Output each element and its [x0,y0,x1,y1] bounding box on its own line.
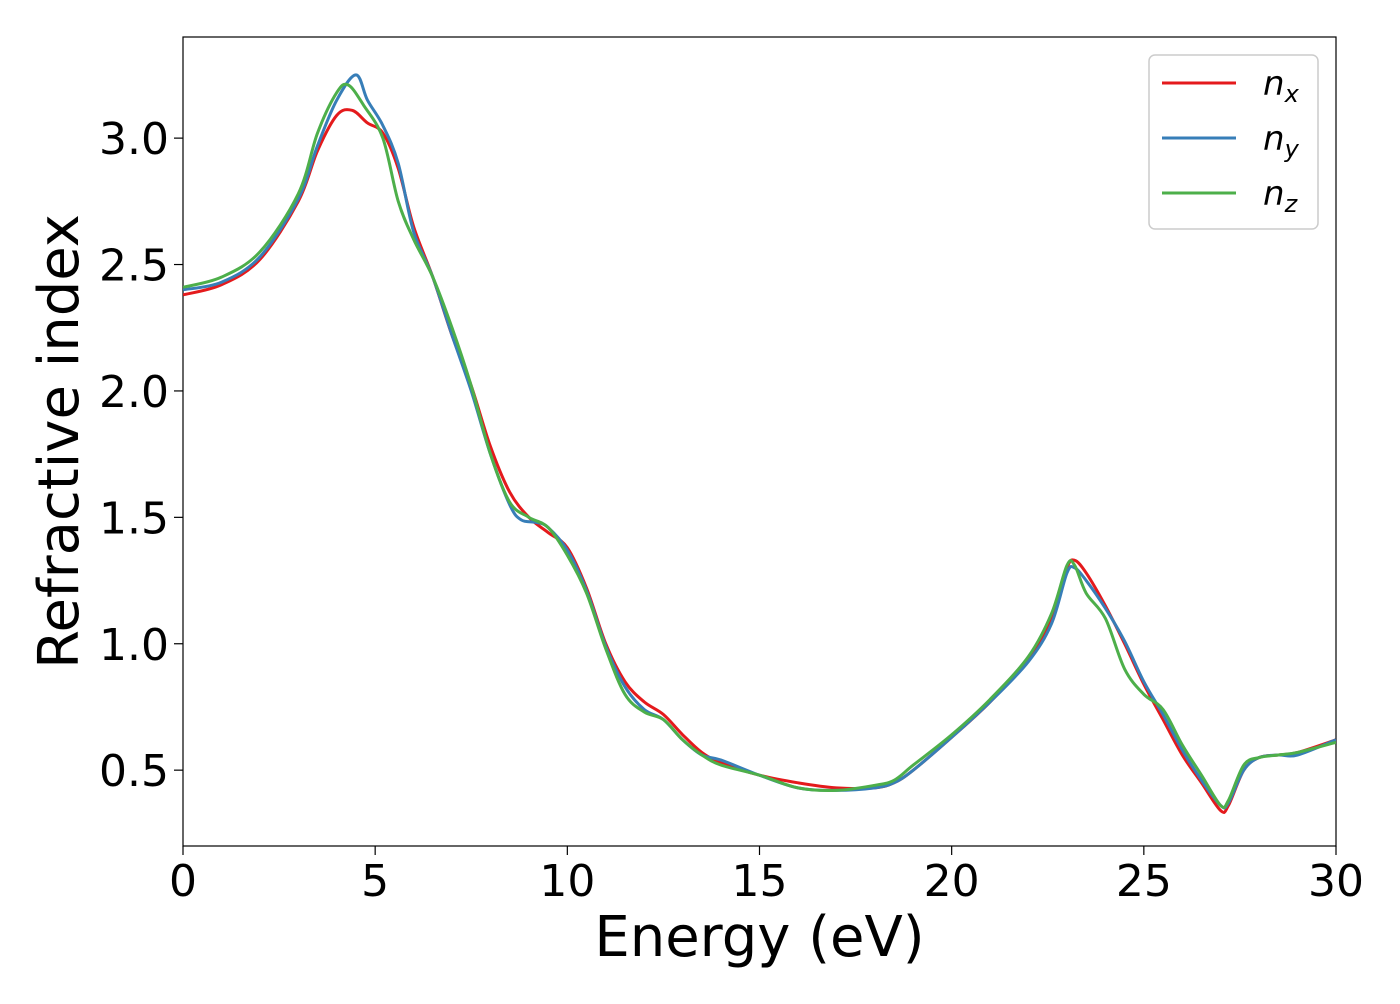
x-tick-label: 20 [924,856,980,907]
x-tick-label: 0 [169,856,197,907]
y-tick-label: 2.5 [99,241,169,292]
legend-label-ny: ny [1263,119,1300,163]
y-tick-label: 1.0 [99,620,169,671]
legend-label-subscript: y [1284,135,1300,163]
legend-label-nz: nz [1263,174,1299,218]
series-line-nx [183,108,1336,814]
y-tick-label: 1.5 [99,493,169,544]
x-tick-label: 10 [539,856,595,907]
y-tick-label: 3.0 [99,114,169,165]
y-tick-label: 2.0 [99,367,169,418]
x-tick-label: 5 [361,856,389,907]
x-tick-label: 25 [1116,856,1172,907]
x-tick-label: 30 [1308,856,1364,907]
series-line-nz [183,82,1336,810]
legend-label-subscript: z [1284,190,1299,218]
legend-label-nx: nx [1263,64,1300,108]
legend-label-main: n [1263,119,1285,159]
legend-label-main: n [1263,174,1285,214]
x-axis-title: Energy (eV) [594,905,924,970]
y-axis-title: Refractive index [27,214,92,669]
legend-label-subscript: x [1284,80,1300,108]
legend-label-main: n [1263,64,1285,104]
x-tick-label: 15 [732,856,788,907]
y-tick-label: 0.5 [99,746,169,797]
legend-box [1148,54,1319,230]
